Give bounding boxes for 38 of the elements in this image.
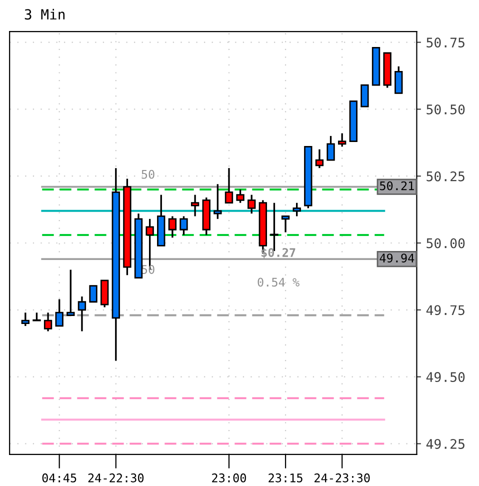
- candlestick: [224, 167, 234, 204]
- candlestick: [190, 194, 200, 218]
- y-tick-label: 50.75: [426, 38, 464, 48]
- x-tick-label: 23:00: [212, 473, 246, 482]
- y-tick-label: 50.25: [426, 171, 464, 182]
- candlestick: [89, 285, 98, 303]
- y-tick-label: 50.50: [426, 104, 465, 114]
- candlestick: [55, 298, 64, 327]
- candlestick: [21, 312, 30, 327]
- candlestick: [281, 215, 290, 234]
- ref-line-label: 50.21: [380, 181, 414, 190]
- candlestick: [44, 312, 52, 332]
- x-tick-label: 24-23:30: [314, 473, 370, 482]
- chart-title: 3 Min: [24, 8, 65, 20]
- x-tick-label: 23:15: [268, 473, 302, 482]
- x-tick-label: 24-22:30: [88, 473, 144, 482]
- candlestick: [326, 135, 335, 161]
- ref-line-label: 49.94: [380, 254, 414, 263]
- candlestick: [214, 183, 222, 220]
- annotation: 0.54 %: [258, 278, 300, 287]
- candlestick: [292, 202, 301, 218]
- candlestick: [78, 296, 86, 332]
- y-tick-label: 50.00: [426, 238, 465, 248]
- candlestick: [360, 84, 369, 108]
- candlestick: [394, 66, 403, 94]
- annotation: $0.27: [261, 248, 296, 259]
- candlestick: [66, 268, 75, 316]
- candlestick: [315, 148, 324, 169]
- annotation: 50: [142, 170, 154, 179]
- candlestick: [338, 132, 346, 148]
- x-tick-label: 04:45: [42, 473, 76, 482]
- candlestick: [248, 194, 256, 214]
- y-tick-label: 49.75: [426, 305, 464, 316]
- y-tick-label: 49.25: [426, 438, 464, 449]
- candlestick: [180, 215, 188, 236]
- y-tick-label: 49.50: [426, 372, 465, 382]
- candlestick: [168, 215, 177, 238]
- candlestick: [236, 188, 244, 204]
